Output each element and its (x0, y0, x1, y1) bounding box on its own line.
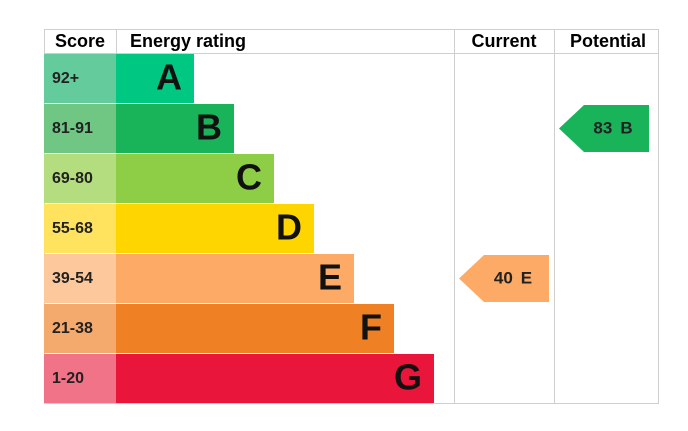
rating-letter: G (394, 357, 422, 398)
rating-letter: A (156, 57, 182, 98)
score-label: 55-68 (52, 220, 93, 237)
current-value: 40 (494, 269, 513, 288)
rating-letter: E (318, 257, 342, 298)
score-cell (44, 304, 116, 353)
score-label: 1-20 (52, 370, 84, 387)
potential-arrow (559, 105, 649, 152)
header-rating: Energy rating (130, 31, 246, 51)
header-potential: Potential (570, 31, 646, 51)
score-cell (44, 254, 116, 303)
score-cell (44, 354, 116, 403)
score-cell (44, 104, 116, 153)
score-cell (44, 54, 116, 103)
score-label: 39-54 (52, 270, 93, 287)
potential-rating: B (620, 119, 632, 138)
current-label: 40 E (494, 269, 532, 288)
rating-bar (116, 154, 274, 203)
score-label: 92+ (52, 70, 79, 87)
rating-bar (116, 204, 314, 253)
potential-label: 83 B (593, 119, 632, 138)
score-cell (44, 154, 116, 203)
header-current: Current (471, 31, 536, 51)
score-cell (44, 204, 116, 253)
rating-letter: C (236, 157, 262, 198)
current-rating: E (521, 269, 532, 288)
potential-value: 83 (593, 119, 612, 138)
rating-bar (116, 54, 194, 103)
rating-letter: D (276, 207, 302, 248)
score-label: 69-80 (52, 170, 93, 187)
rating-bar (116, 254, 354, 303)
rating-bar (116, 304, 394, 353)
rating-letter: F (360, 307, 382, 348)
header-score: Score (55, 31, 105, 51)
score-label: 81-91 (52, 120, 93, 137)
rating-bar (116, 354, 434, 403)
rating-letter: B (196, 107, 222, 148)
score-label: 21-38 (52, 320, 93, 337)
current-arrow (459, 255, 549, 302)
rating-bar (116, 104, 234, 153)
